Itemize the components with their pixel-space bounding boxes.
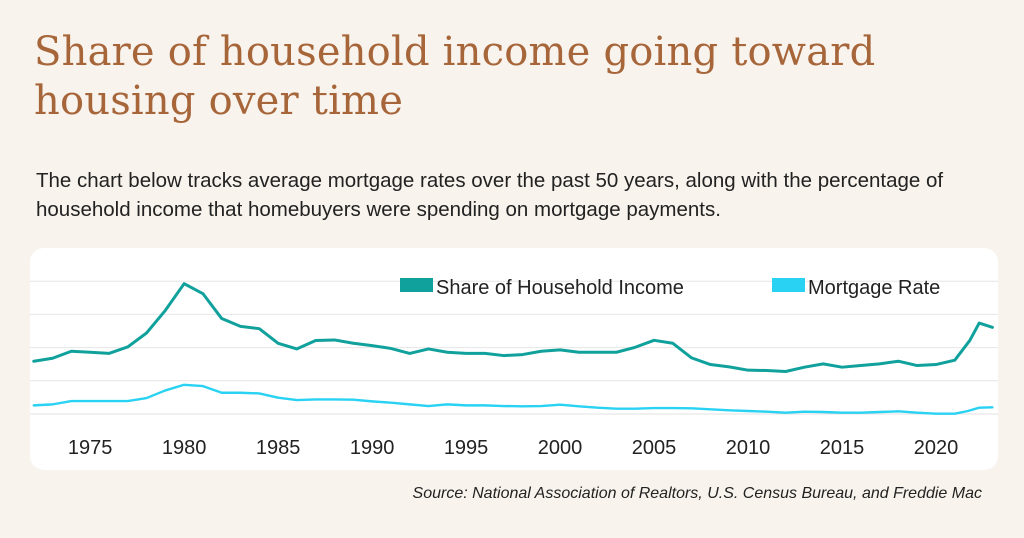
legend-label-rate: Mortgage Rate	[808, 277, 940, 299]
x-tick-label-2005: 2005	[632, 437, 677, 459]
x-tick-label-1975: 1975	[68, 437, 113, 459]
source-note: Source: National Association of Realtors…	[412, 485, 982, 502]
series-layer	[32, 282, 994, 415]
legend: Share of Household Income Mortgage Rate	[400, 277, 940, 299]
legend-item-share: Share of Household Income	[400, 277, 684, 299]
x-tick-label-2010: 2010	[726, 437, 771, 459]
x-tick-label-1995: 1995	[444, 437, 489, 459]
legend-swatch-rate	[772, 278, 805, 292]
line-chart: 1975 1980 1985 1990 1995 2000 2005 2010 2015 2020…	[30, 277, 998, 459]
x-tick-label-1980: 1980	[162, 437, 207, 459]
chart-description: The chart below tracks average mortgage …	[36, 169, 944, 221]
chart-panel: 1975 1980 1985 1990 1995 2000 2005 2010 2015 2020…	[30, 248, 998, 470]
x-tick-label-2020: 2020	[914, 437, 959, 459]
series-line-share-of-household-income	[32, 282, 994, 373]
legend-item-rate: Mortgage Rate	[772, 277, 940, 299]
x-tick-label-2015: 2015	[820, 437, 865, 459]
legend-swatch-share	[400, 278, 433, 292]
gridlines	[30, 280, 998, 415]
x-tick-label-2000: 2000	[538, 437, 583, 459]
x-tick-label-1985: 1985	[256, 437, 301, 459]
chart-title: Share of household income going toward h…	[34, 29, 876, 124]
x-tick-label-1990: 1990	[350, 437, 395, 459]
legend-label-share: Share of Household Income	[436, 277, 684, 299]
x-axis: 1975 1980 1985 1990 1995 2000 2005 2010 2015 2020	[68, 437, 958, 459]
series-line-mortgage-rate	[32, 383, 994, 415]
